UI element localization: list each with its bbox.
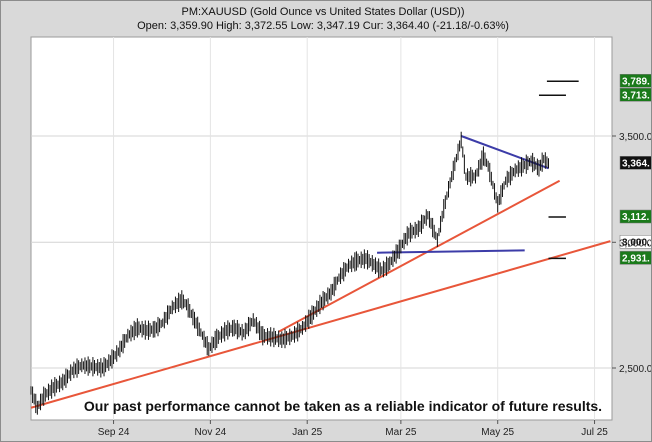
x-tick-label: Jul 25 (581, 427, 608, 438)
x-tick-label: Mar 25 (385, 427, 417, 438)
price-badge (619, 156, 651, 170)
price-badge-label: 3,364. (622, 158, 650, 169)
x-tick-label: Nov 24 (195, 427, 227, 438)
x-tick-label: Jan 25 (292, 427, 322, 438)
price-badge (619, 74, 651, 88)
price-badge (619, 88, 651, 102)
y-axis-ticks: 2,500.0 3,000.0 3,500.0 (612, 132, 651, 375)
trend-line (377, 249, 525, 254)
price-badge-label: 2,931. (622, 253, 650, 264)
x-tick-label: Sep 24 (98, 427, 130, 438)
trend-line (278, 179, 561, 333)
trend-line (30, 240, 611, 409)
chart-title: PM:XAUUSD (Gold Ounce vs United States D… (181, 6, 464, 18)
price-badge-label: 3,713. (622, 90, 650, 101)
target-marks (538, 80, 579, 260)
y-tick-label: 3,500.0 (619, 132, 651, 143)
price-badges: 3,789. 3,713. 3,364. 3,112. 3,000. 2,931. (619, 74, 651, 265)
chart-stats: Open: 3,359.90 High: 3,372.55 Low: 3,347… (137, 20, 509, 32)
price-badge (619, 235, 651, 249)
x-axis-ticks: Sep 24 Nov 24 Jan 25 Mar 25 May 25 Jul 25 (98, 420, 608, 438)
grid-layer (31, 37, 612, 420)
price-badge-label: 3,789. (622, 76, 650, 87)
price-bars (30, 131, 550, 415)
price-badge-label: 3,000. (622, 237, 650, 248)
price-badge (619, 251, 651, 265)
y-tick-label: 3,000.0 (619, 238, 651, 249)
price-badge-label: 3,112. (622, 212, 649, 223)
y-tick-label: 2,500.0 (619, 364, 651, 375)
plot-area (30, 36, 613, 421)
price-badge (619, 209, 651, 224)
x-tick-label: May 25 (481, 427, 514, 438)
disclaimer-text: Our past performance cannot be taken as … (84, 398, 602, 414)
